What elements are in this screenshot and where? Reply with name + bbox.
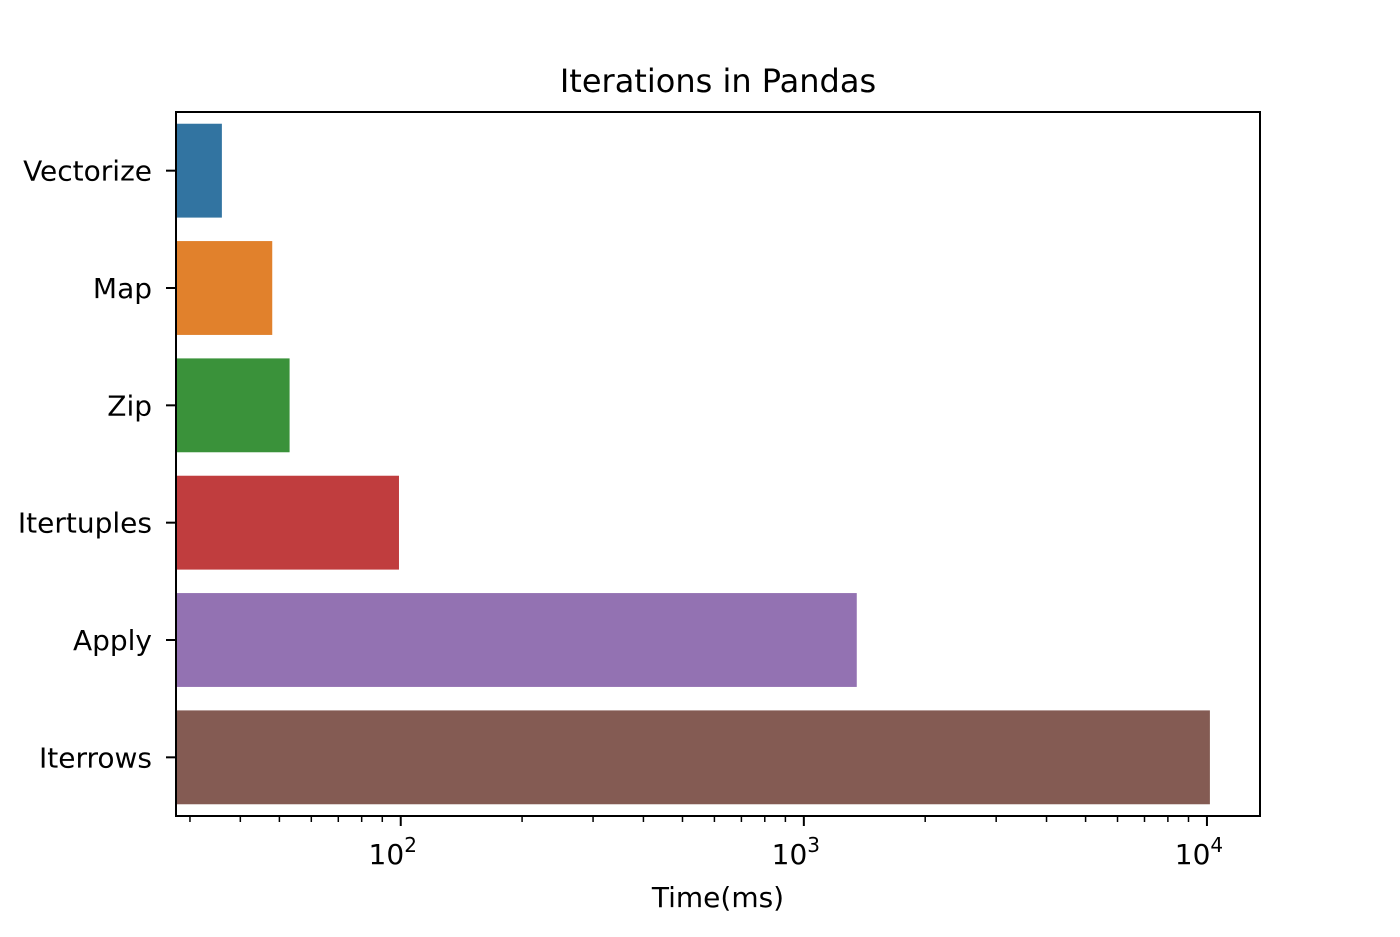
- bar-zip: [176, 358, 290, 453]
- plot-frame: [175, 111, 1261, 817]
- y-tick-label: Zip: [107, 389, 152, 422]
- x-tick-label: 104: [1175, 833, 1223, 871]
- bar-vectorize: [176, 123, 222, 218]
- y-tick-label: Apply: [73, 624, 152, 657]
- y-tick-label: Vectorize: [23, 155, 152, 188]
- y-tick-label: Map: [93, 272, 152, 305]
- chart-title: Iterations in Pandas: [560, 62, 876, 100]
- x-tick-label: 102: [369, 833, 417, 871]
- x-axis-label: Time(ms): [651, 881, 784, 914]
- bar-itertuples: [176, 475, 399, 570]
- x-tick-label: 103: [772, 833, 820, 871]
- y-tick-label: Iterrows: [39, 741, 152, 774]
- bar-map: [176, 241, 273, 335]
- y-tick-label: Itertuples: [18, 507, 152, 540]
- bar-apply: [176, 593, 857, 687]
- bar-iterrows: [176, 710, 1210, 805]
